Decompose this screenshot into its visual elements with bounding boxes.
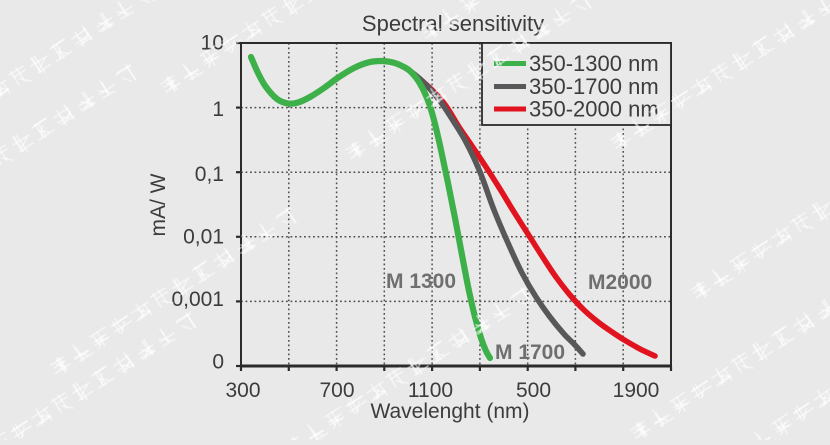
svg-text:Wavelenght (nm): Wavelenght (nm) [370,400,529,423]
svg-text:0,001: 0,001 [171,288,224,311]
svg-text:1: 1 [212,98,224,121]
svg-text:10: 10 [201,32,224,55]
svg-text:700: 700 [319,379,354,402]
svg-text:350-1300 nm: 350-1300 nm [529,51,659,76]
svg-text:350-2000 nm: 350-2000 nm [529,97,659,122]
svg-text:350-1700 nm: 350-1700 nm [529,74,659,99]
svg-text:500: 500 [516,379,551,402]
svg-text:M 1700: M 1700 [495,341,565,364]
svg-text:1900: 1900 [613,379,660,402]
svg-text:0,1: 0,1 [195,163,224,186]
svg-text:M2000: M2000 [588,271,652,294]
svg-text:0: 0 [212,351,224,374]
svg-text:0,01: 0,01 [183,225,224,248]
svg-text:mA/ W: mA/ W [147,173,170,236]
svg-text:1100: 1100 [408,379,453,402]
svg-text:300: 300 [225,379,260,402]
svg-text:M 1300: M 1300 [386,270,456,293]
